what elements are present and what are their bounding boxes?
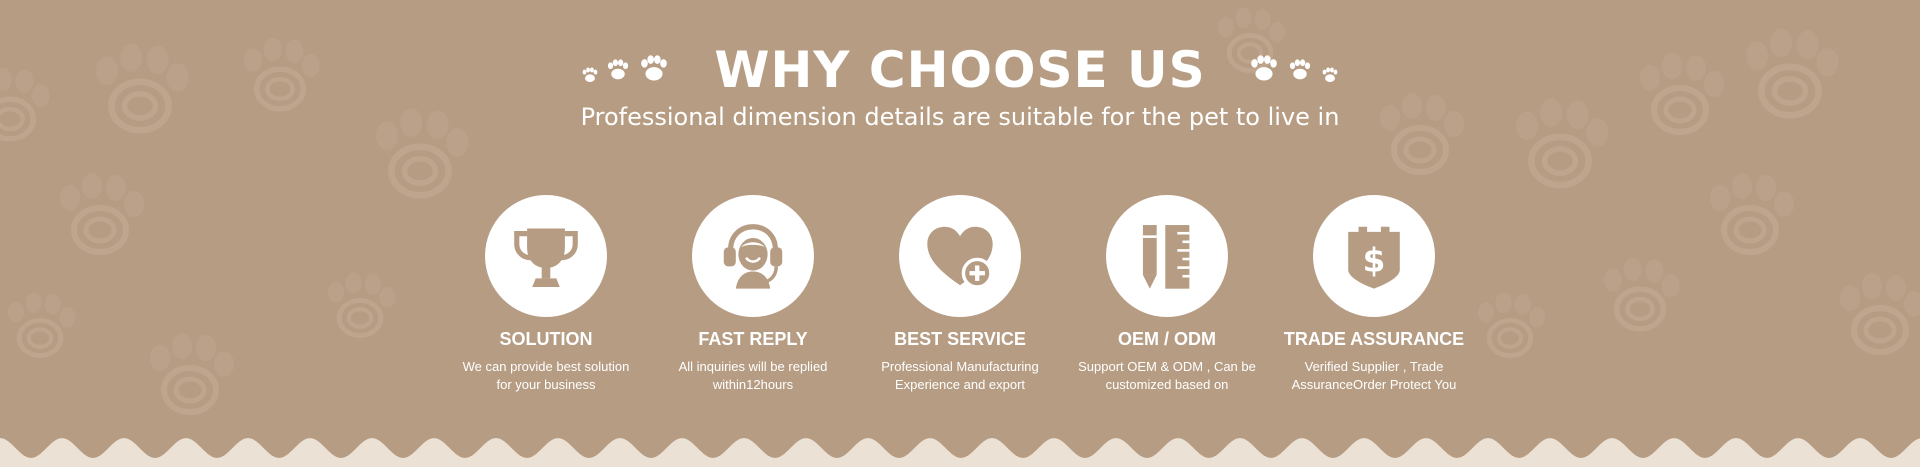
feature-description: Verified Supplier , Trade AssuranceOrder… [1291,359,1457,392]
page-subtitle: Professional dimension details are suita… [580,103,1340,131]
feature-best-service: BEST SERVICE Professional Manufacturing … [857,195,1064,394]
ruler-pencil-icon [1142,225,1190,289]
feature-icon-circle [899,195,1021,317]
paw-prints-left-icon [582,55,668,83]
feature-icon-circle [1106,195,1228,317]
feature-title: OEM / ODM [1118,329,1216,349]
feature-solution: SOLUTION We can provide best solution fo… [443,195,650,394]
feature-description: Professional Manufacturing Experience an… [881,359,1039,392]
feature-icon-circle: $ [1313,195,1435,317]
svg-text:$: $ [1363,241,1386,279]
heart-plus-icon [927,226,993,289]
section-heading: WHY CHOOSE US Professional dimension det… [0,40,1920,131]
feature-oem-odm: OEM / ODM Support OEM & ODM , Can be cus… [1064,195,1271,394]
headset-icon [723,224,783,289]
feature-title: SOLUTION [499,329,593,349]
feature-description: All inquiries will be replied within12ho… [678,359,828,392]
features-row: SOLUTION We can provide best solution fo… [0,195,1920,394]
feature-title: TRADE ASSURANCE [1283,329,1465,349]
feature-title: FAST REPLY [698,329,808,349]
paw-prints-right-icon [1250,55,1338,83]
feature-fast-reply: FAST REPLY All inquiries will be replied… [650,195,857,394]
wavy-bottom-border [0,438,1920,467]
feature-trade-assurance: $ TRADE ASSURANCE Verified Supplier , Tr… [1271,195,1478,394]
feature-icon-circle [485,195,607,317]
trophy-icon [514,228,578,287]
feature-title: BEST SERVICE [894,329,1026,349]
dollar-bag-icon: $ [1348,226,1400,289]
feature-description: We can provide best solution for your bu… [462,359,630,392]
feature-description: Support OEM & ODM , Can be customized ba… [1078,359,1256,392]
feature-icon-circle [692,195,814,317]
page-title: WHY CHOOSE US [714,41,1206,99]
